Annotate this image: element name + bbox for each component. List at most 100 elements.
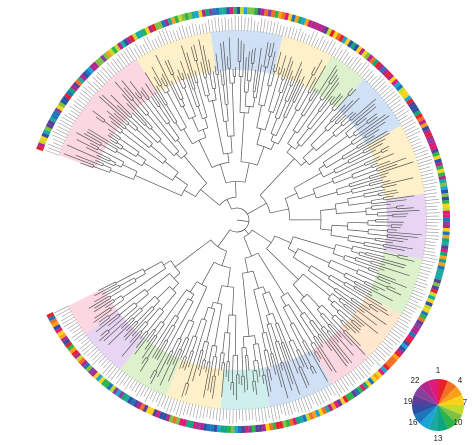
tree-branch (369, 306, 379, 313)
tree-branch (131, 112, 146, 126)
tree-branch (341, 147, 358, 157)
ring-band (205, 8, 210, 17)
ring-band (440, 189, 449, 194)
tree-branch (369, 179, 384, 184)
tree-branch (278, 100, 287, 120)
tree-branch (166, 91, 187, 128)
tree-branch (313, 342, 333, 372)
tree-branch (367, 224, 392, 227)
ring-band (338, 34, 345, 43)
leaf-label (372, 78, 385, 90)
tree-branch (352, 186, 382, 194)
leaf-label (212, 407, 215, 420)
tree-branch (310, 129, 327, 146)
tree-branch (302, 147, 314, 158)
leaf-label (195, 405, 200, 419)
wheel-segment (438, 386, 463, 405)
tree-branch (214, 65, 217, 75)
tree-branch (312, 365, 317, 374)
ring-band (131, 33, 139, 41)
ring-band (295, 416, 301, 425)
ring-band (362, 381, 370, 390)
tree-branch (150, 128, 162, 140)
tree-branch (121, 80, 150, 114)
ring-band (437, 261, 446, 267)
tree-branch (300, 366, 310, 386)
leaf-label (198, 24, 202, 35)
tree-branch (319, 95, 333, 113)
tree-branch (355, 280, 393, 302)
tree-branch (177, 139, 188, 154)
tree-branch (270, 134, 274, 141)
tree-branch (335, 201, 349, 205)
tree-branch (327, 122, 337, 132)
tree-branch (166, 326, 176, 341)
leaf-label (86, 80, 99, 92)
ring-band (45, 122, 54, 130)
tree-branch (347, 229, 369, 232)
tree-branch (121, 131, 164, 164)
leaf-label (423, 189, 437, 192)
ring-band (246, 7, 251, 15)
leaf-label (309, 394, 314, 405)
tree-branch (257, 252, 285, 296)
tree-branch (332, 164, 366, 179)
leaf-label (107, 366, 118, 379)
leaf-label (290, 27, 295, 39)
ring-band (264, 8, 269, 17)
tree-branch (232, 287, 235, 316)
leaf-label (214, 17, 217, 33)
leaf-label (149, 389, 155, 400)
tree-branch (396, 205, 405, 207)
ring-band (381, 68, 390, 76)
tree-branch (340, 111, 354, 124)
ring-band (413, 110, 422, 117)
tree-branch (359, 251, 366, 254)
tree-branch (127, 123, 136, 131)
leaf-label (315, 391, 322, 405)
tree-branch (146, 315, 176, 359)
ring-band (212, 8, 217, 16)
tree-branch (180, 337, 187, 350)
tree-branch (94, 297, 112, 309)
leaf-label (297, 398, 303, 413)
leaf-label (140, 385, 147, 396)
tree-branch (159, 106, 171, 122)
tree-branch (213, 357, 218, 377)
tree-branch (347, 88, 353, 95)
tree-branch (268, 43, 272, 57)
tree-branch (196, 82, 208, 118)
ring-band (442, 199, 450, 205)
ring-band (61, 95, 70, 103)
leaf-label (102, 362, 113, 375)
tree-branch (288, 304, 313, 344)
tree-branch (298, 92, 310, 112)
ring-band (268, 423, 274, 431)
tree-branch (309, 65, 326, 94)
ring-band (64, 92, 72, 100)
leaf-label (119, 373, 128, 386)
tree-branch (135, 332, 149, 349)
leaf-label (413, 146, 426, 153)
tree-branch (220, 43, 225, 85)
tree-branch (246, 51, 250, 81)
tree-branch (123, 322, 139, 338)
leaf-label (158, 30, 166, 46)
tree-branch (371, 162, 379, 166)
leaf-label (311, 32, 318, 47)
ring-band (287, 13, 293, 22)
leaf-label (288, 401, 294, 416)
leaf-label (71, 329, 84, 339)
tree-branch (174, 239, 212, 268)
leaf-label (384, 338, 393, 346)
tree-branch (358, 254, 405, 269)
leaf-label (139, 45, 146, 55)
tree-branch (166, 85, 170, 91)
leaf-label (420, 172, 434, 177)
tree-branch (250, 49, 253, 64)
tree-branch (298, 193, 315, 200)
tree-branch (308, 88, 316, 100)
ring-band (359, 383, 367, 392)
tree-branch (115, 268, 144, 284)
ring-band (298, 415, 305, 424)
